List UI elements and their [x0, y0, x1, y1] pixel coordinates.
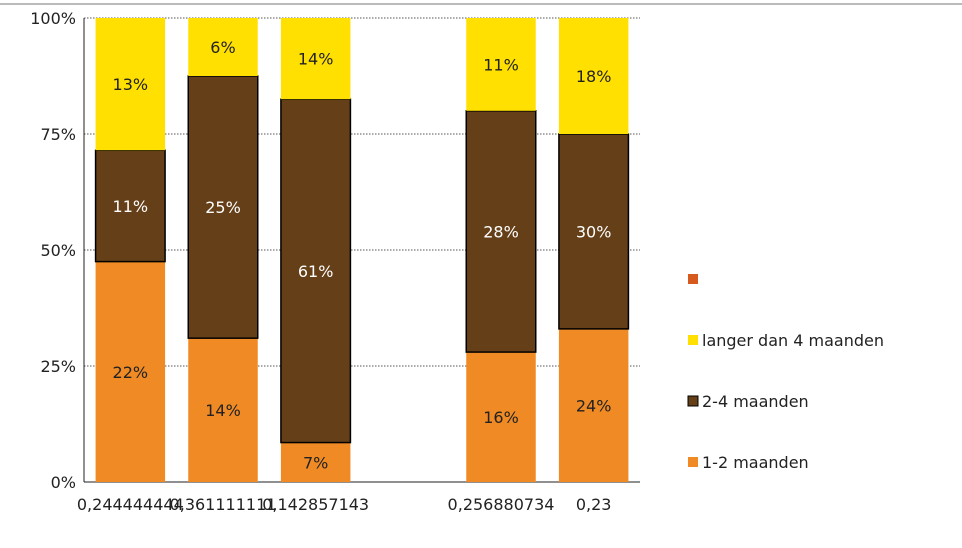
- legend-label: langer dan 4 maanden: [702, 331, 884, 350]
- legend-label: 2-4 maanden: [702, 392, 809, 411]
- y-tick-label: 100%: [30, 9, 76, 28]
- bar-segment: [558, 18, 629, 134]
- data-label: 7%: [303, 453, 328, 472]
- data-label: 61%: [298, 262, 334, 281]
- bar-segment: [188, 338, 258, 482]
- data-label: 6%: [210, 38, 235, 57]
- bar-segment: [187, 75, 259, 339]
- data-label: 25%: [205, 198, 241, 217]
- data-label: 22%: [113, 363, 149, 382]
- legend-marker: [687, 395, 699, 407]
- x-tick-label: 0,142857143: [262, 495, 369, 514]
- data-label: 18%: [576, 67, 612, 86]
- y-tick-label: 50%: [40, 241, 76, 260]
- bar-segment: [465, 110, 537, 353]
- data-label: 13%: [113, 75, 149, 94]
- bar-segment: [558, 328, 629, 482]
- bar-segment: [280, 18, 351, 100]
- legend-marker: [688, 274, 698, 284]
- data-label: 30%: [576, 222, 612, 241]
- x-tick-label: 0,23: [576, 495, 612, 514]
- x-tick-label: 0,361111111: [170, 495, 277, 514]
- bar-segment: [558, 133, 630, 330]
- x-tick-label: 0,244444444: [77, 495, 184, 514]
- legend-label: 1-2 maanden: [702, 453, 809, 472]
- bar-segment: [280, 98, 352, 444]
- data-label: 24%: [576, 396, 612, 415]
- bar-segment: [280, 442, 351, 482]
- bar-segment: [466, 18, 536, 111]
- y-tick-label: 75%: [40, 125, 76, 144]
- data-label: 14%: [298, 50, 334, 69]
- bar-segment: [466, 352, 536, 482]
- data-label: 14%: [205, 401, 241, 420]
- bar-segment: [188, 18, 258, 76]
- y-tick-label: 0%: [51, 473, 76, 492]
- legend-marker: [688, 457, 698, 467]
- y-tick-label: 25%: [40, 357, 76, 376]
- bar-segment: [95, 18, 166, 151]
- data-label: 16%: [483, 408, 519, 427]
- bar-segment: [95, 261, 166, 482]
- data-label: 11%: [483, 55, 519, 74]
- data-label: 11%: [113, 197, 149, 216]
- data-label: 28%: [483, 222, 519, 241]
- legend-marker: [688, 335, 698, 345]
- x-tick-label: 0,256880734: [448, 495, 555, 514]
